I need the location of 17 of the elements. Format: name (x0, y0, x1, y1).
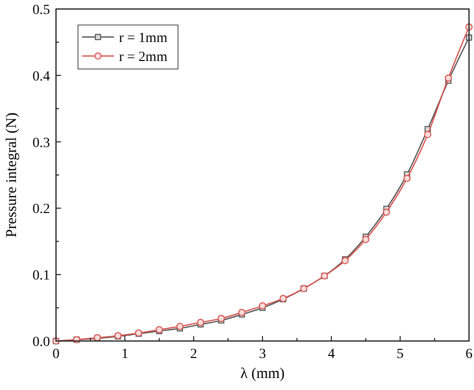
x-tick-label: 2 (190, 347, 198, 362)
legend-label: r = 2mm (119, 50, 168, 65)
y-tick-label: 0.5 (32, 3, 50, 18)
x-tick-label: 3 (259, 347, 266, 362)
x-tick-label: 5 (396, 347, 404, 362)
y-tick-label: 0.0 (32, 335, 50, 350)
y-tick-label: 0.3 (32, 136, 50, 151)
x-tick-label: 0 (52, 347, 60, 362)
legend-label: r = 1mm (119, 31, 168, 46)
y-tick-label: 0.1 (32, 268, 50, 284)
x-tick-label: 6 (466, 347, 472, 362)
y-axis-title: Pressure integral (N) (4, 112, 20, 238)
x-tick-label: 4 (328, 347, 335, 362)
y-tick-label: 0.4 (32, 69, 50, 84)
x-axis-title: λ (mm) (240, 366, 285, 382)
x-tick-label: 1 (121, 347, 128, 362)
y-tick-label: 0.2 (32, 202, 50, 218)
